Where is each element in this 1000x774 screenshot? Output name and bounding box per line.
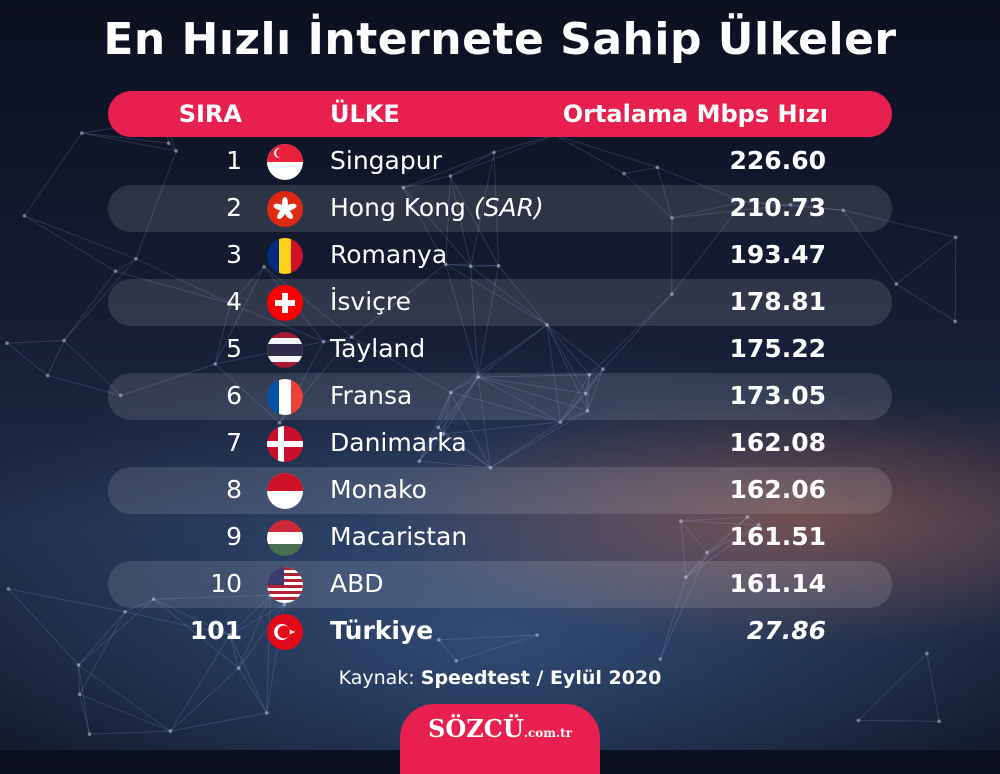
country-name: Macaristan xyxy=(330,522,467,551)
country-name: ABD xyxy=(330,569,384,598)
network-node xyxy=(265,711,269,715)
hong-kong-flag-icon xyxy=(267,191,303,227)
table-row: 8 Monako 162.06 xyxy=(108,467,892,514)
hungary-flag-icon xyxy=(267,520,303,556)
speed-value: 178.81 xyxy=(730,287,826,316)
network-link xyxy=(80,694,171,731)
country-name: Danimarka xyxy=(330,428,467,457)
source-note: Kaynak: Speedtest / Eylül 2020 xyxy=(0,667,1000,689)
rank-value: 5 xyxy=(226,334,242,363)
usa-flag-icon xyxy=(267,567,303,603)
rank-value: 4 xyxy=(226,287,242,316)
source-label: Kaynak: xyxy=(339,667,421,689)
france-flag-icon xyxy=(267,379,303,415)
country-name: Monako xyxy=(330,475,427,504)
network-link xyxy=(89,731,170,734)
network-link xyxy=(858,720,939,721)
table-row-turkey: 101 Türkiye 27.86 xyxy=(108,608,892,655)
network-node xyxy=(78,692,82,696)
network-node xyxy=(454,659,458,663)
table-row: 3 Romanya 193.47 xyxy=(108,232,892,279)
network-link xyxy=(24,216,115,272)
network-link xyxy=(48,341,64,376)
ranking-table: 1 Singapur 226.60 2 xyxy=(108,138,892,655)
turkey-flag-icon xyxy=(267,614,303,650)
network-link xyxy=(7,343,48,376)
network-node xyxy=(954,235,958,239)
speed-value: 161.14 xyxy=(730,569,826,598)
header-speed: Ortalama Mbps Hızı xyxy=(563,100,828,128)
speed-value: 226.60 xyxy=(730,146,826,175)
speed-value: 27.86 xyxy=(747,616,826,645)
table-row: 9 Macaristan 161.51 xyxy=(108,514,892,561)
network-link xyxy=(896,237,955,284)
rank-value: 3 xyxy=(226,240,242,269)
network-node xyxy=(88,732,92,736)
speed-value: 210.73 xyxy=(730,193,826,222)
country-name: Türkiye xyxy=(330,616,433,645)
country-name: Hong Kong (SAR) xyxy=(330,193,544,222)
network-node xyxy=(925,652,929,656)
network-link xyxy=(896,284,955,321)
network-node xyxy=(659,657,663,661)
table-row: 4 İsviçre 178.81 xyxy=(108,279,892,326)
table-header: SIRA ÜLKE Ortalama Mbps Hızı xyxy=(108,91,892,137)
brand-name: SÖZCÜ xyxy=(428,714,524,743)
network-link xyxy=(170,713,266,731)
rank-value: 2 xyxy=(226,193,242,222)
switzerland-flag-icon xyxy=(267,285,303,321)
denmark-flag-icon xyxy=(267,426,303,462)
header-rank: SIRA xyxy=(179,100,242,128)
country-name: Singapur xyxy=(330,146,442,175)
speed-value: 173.05 xyxy=(730,381,826,410)
network-link xyxy=(7,341,64,344)
network-node xyxy=(46,374,50,378)
rank-value: 8 xyxy=(226,475,242,504)
network-node xyxy=(80,131,84,135)
thailand-flag-icon xyxy=(267,332,303,368)
source-value: Speedtest / Eylül 2020 xyxy=(421,667,662,689)
table-row: 5 Tayland 175.22 xyxy=(108,326,892,373)
rank-value: 9 xyxy=(226,522,242,551)
table-row: 6 Fransa 173.05 xyxy=(108,373,892,420)
network-node xyxy=(5,341,9,345)
network-link xyxy=(955,237,956,321)
brand-suffix: .com.tr xyxy=(524,726,572,740)
rank-value: 7 xyxy=(226,428,242,457)
romania-flag-icon xyxy=(267,238,303,274)
country-name: Fransa xyxy=(330,381,412,410)
network-node xyxy=(894,282,898,286)
speed-value: 161.51 xyxy=(730,522,826,551)
network-node xyxy=(953,320,957,324)
network-node xyxy=(23,214,27,218)
network-node xyxy=(62,339,66,343)
speed-value: 162.08 xyxy=(730,428,826,457)
rank-value: 101 xyxy=(190,616,242,645)
network-link xyxy=(24,133,81,216)
table-row: 2 Hong Kong (SAR) 210.73 xyxy=(108,185,892,232)
speed-value: 162.06 xyxy=(730,475,826,504)
speed-value: 193.47 xyxy=(730,240,826,269)
rank-value: 10 xyxy=(210,569,242,598)
brand-logo: SÖZCÜ.com.tr xyxy=(400,704,600,774)
header-country: ÜLKE xyxy=(330,100,400,128)
monaco-flag-icon xyxy=(267,473,303,509)
singapore-flag-icon xyxy=(267,144,303,180)
page-title: En Hızlı İnternete Sahip Ülkeler xyxy=(0,14,1000,65)
table-row: 1 Singapur 226.60 xyxy=(108,138,892,185)
rank-value: 6 xyxy=(226,381,242,410)
network-node xyxy=(857,719,861,723)
network-node xyxy=(937,720,941,724)
rank-value: 1 xyxy=(226,146,242,175)
network-node xyxy=(169,729,173,733)
country-name: Tayland xyxy=(330,334,425,363)
table-row: 10 ABD 161.14 xyxy=(108,561,892,608)
country-name: Romanya xyxy=(330,240,447,269)
speed-value: 175.22 xyxy=(730,334,826,363)
table-row: 7 Danimarka 162.08 xyxy=(108,420,892,467)
network-node xyxy=(7,587,11,591)
country-name: İsviçre xyxy=(330,287,411,316)
